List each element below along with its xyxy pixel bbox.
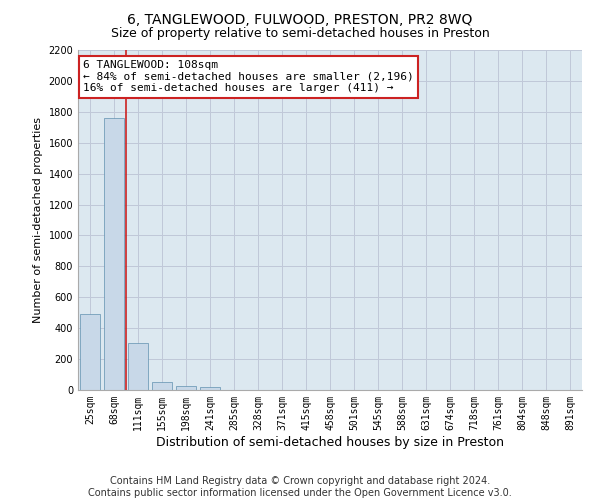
- Bar: [104, 118, 124, 390]
- Text: 6 TANGLEWOOD: 108sqm
← 84% of semi-detached houses are smaller (2,196)
16% of se: 6 TANGLEWOOD: 108sqm ← 84% of semi-detac…: [83, 60, 414, 94]
- Text: Size of property relative to semi-detached houses in Preston: Size of property relative to semi-detach…: [110, 28, 490, 40]
- Bar: [176, 386, 196, 390]
- Y-axis label: Number of semi-detached properties: Number of semi-detached properties: [33, 117, 43, 323]
- Bar: [200, 387, 220, 390]
- Bar: [152, 382, 172, 390]
- X-axis label: Distribution of semi-detached houses by size in Preston: Distribution of semi-detached houses by …: [156, 436, 504, 448]
- Text: Contains HM Land Registry data © Crown copyright and database right 2024.
Contai: Contains HM Land Registry data © Crown c…: [88, 476, 512, 498]
- Text: 6, TANGLEWOOD, FULWOOD, PRESTON, PR2 8WQ: 6, TANGLEWOOD, FULWOOD, PRESTON, PR2 8WQ: [127, 12, 473, 26]
- Bar: [80, 314, 100, 390]
- Bar: [128, 343, 148, 390]
